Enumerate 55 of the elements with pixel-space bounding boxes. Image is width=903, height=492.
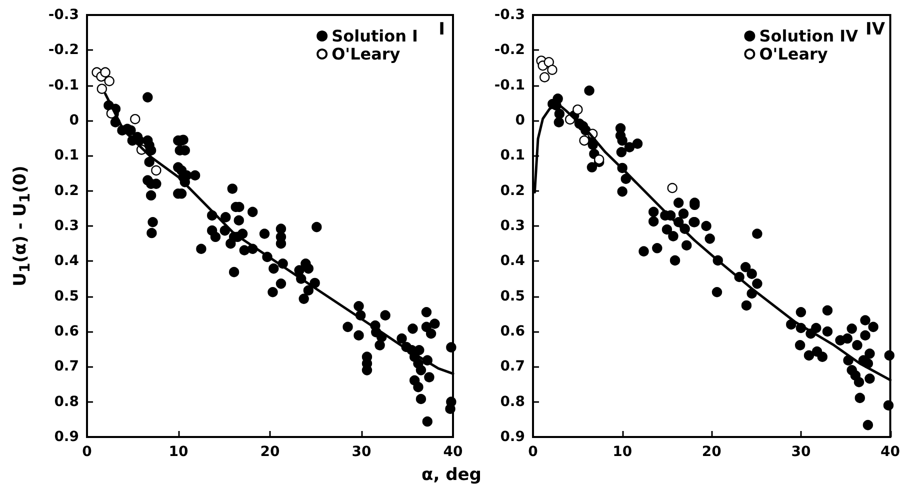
x-tick-label: 10	[612, 444, 632, 460]
y-tick-label: 0.7	[500, 358, 525, 375]
y-tick-label: 0.6	[500, 324, 525, 340]
y-tick-label: 0.2	[500, 182, 525, 199]
y-tick-label: 0.9	[54, 429, 79, 445]
y-tick-label: -0.2	[48, 42, 79, 58]
y-tick-label: 0.4	[500, 253, 526, 270]
y-tick-label: -0.1	[494, 77, 525, 94]
y-tick-label: -0.3	[48, 7, 79, 23]
x-tick-label: 30	[791, 444, 811, 460]
y-tick-label: 0.1	[500, 148, 525, 164]
y-tick-label: 0.7	[54, 358, 79, 375]
annotation: I	[438, 20, 446, 40]
point	[572, 104, 583, 115]
legend-label: O'Leary	[759, 44, 828, 64]
y-tick-label: 0.5	[500, 288, 525, 304]
point	[151, 165, 162, 176]
y-tick-label: 0	[69, 112, 80, 128]
y-tick-label: -0.2	[494, 42, 525, 58]
x-tick-label: 30	[352, 444, 372, 460]
point	[544, 57, 554, 68]
x-tick-label: 20	[260, 444, 280, 460]
legend-label: Solution IV	[759, 26, 859, 46]
point	[579, 135, 590, 146]
point	[594, 154, 604, 165]
point	[96, 84, 108, 94]
point	[667, 182, 678, 194]
y-tick-label: 0.2	[54, 182, 79, 199]
x-tick-label: 10	[168, 444, 188, 460]
legend-label: Solution I	[332, 26, 418, 46]
y-tick-label: -0.1	[48, 77, 79, 94]
y-tick-label: 0.3	[500, 218, 525, 234]
y-tick-label: 0.8	[500, 394, 525, 410]
y-tick-label: 0.9	[500, 429, 525, 445]
y-tick-label: 0.4	[54, 253, 80, 270]
y-tick-label: -0.3	[494, 7, 525, 23]
point	[540, 72, 550, 82]
x-tick-label: 20	[702, 444, 722, 460]
y-tick-label: 0.5	[54, 288, 79, 304]
point	[547, 64, 558, 75]
y-tick-label: 0.6	[54, 324, 79, 340]
point	[100, 67, 110, 78]
y-tick-label: 0.8	[54, 394, 79, 410]
point	[104, 76, 114, 86]
x-tick-label: 0	[528, 444, 538, 460]
x-tick-label: 40	[443, 444, 463, 460]
y-tick-label: 0	[515, 112, 526, 128]
annotation: IV	[866, 20, 886, 40]
x-tick-label: 0	[82, 444, 92, 460]
point	[130, 114, 140, 124]
x-axis-title: α, deg	[422, 465, 482, 485]
y-tick-label: 0.3	[54, 218, 79, 234]
legend-label: O'Leary	[332, 44, 401, 64]
x-tick-label: 40	[880, 444, 900, 460]
y-tick-label: 0.1	[54, 148, 79, 164]
